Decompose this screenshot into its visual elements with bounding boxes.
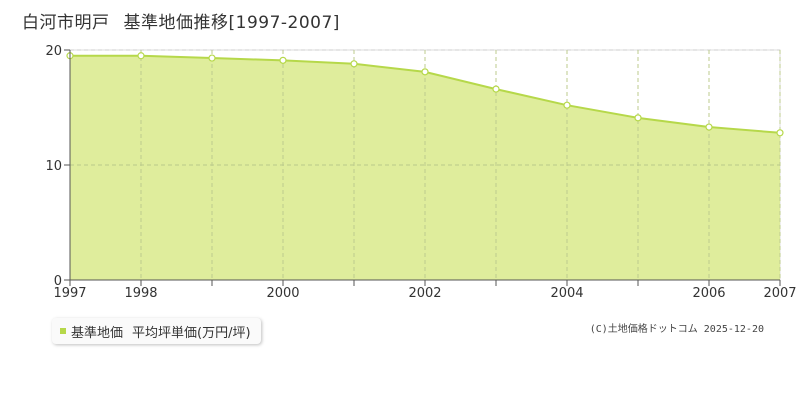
data-point	[634, 114, 642, 122]
y-tick-label: 0	[54, 274, 62, 289]
chart-legend: 基準地価 平均坪単価(万円/坪)	[52, 318, 261, 344]
x-tick-label: 2002	[408, 286, 441, 300]
x-tick-label: 1998	[124, 286, 157, 300]
data-point	[492, 85, 500, 93]
price-chart: 0 10 20 1997 1998 2000 2002 2004 2006 2007	[45, 44, 796, 300]
data-point	[350, 60, 358, 68]
legend-swatch	[60, 328, 66, 334]
legend-series-label: 基準地価	[71, 325, 124, 341]
x-tick-label: 2004	[550, 286, 583, 300]
data-point	[776, 129, 784, 137]
chart-subtitle: 基準地価推移[1997-2007]	[123, 13, 340, 33]
page-title: 白河市明戸 基準地価推移[1997-2007]	[22, 8, 340, 33]
data-point	[563, 101, 571, 109]
y-tick-label: 10	[45, 159, 62, 174]
data-point	[705, 123, 713, 131]
data-point	[421, 68, 429, 76]
x-tick-label: 2007	[763, 286, 796, 300]
legend-unit-label: 平均坪単価(万円/坪)	[132, 325, 251, 341]
data-point	[137, 52, 145, 60]
x-tick-label: 2000	[266, 286, 299, 300]
copyright-credit: (C)土地価格ドットコム 2025-12-20	[589, 324, 764, 335]
x-tick-label: 2006	[692, 286, 725, 300]
y-tick-label: 20	[45, 44, 62, 59]
location-name: 白河市明戸	[22, 13, 110, 33]
data-point	[279, 56, 287, 64]
data-point	[208, 54, 216, 62]
x-tick-label: 1997	[53, 286, 86, 300]
